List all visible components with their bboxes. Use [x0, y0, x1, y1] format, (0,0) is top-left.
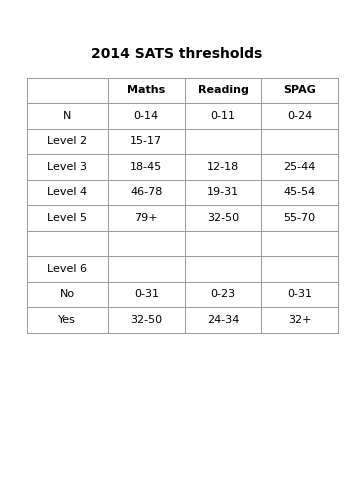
Text: Level 4: Level 4	[47, 188, 87, 198]
Text: SPAG: SPAG	[283, 86, 316, 96]
Text: 32-50: 32-50	[130, 315, 162, 325]
Text: 0-31: 0-31	[134, 289, 159, 299]
Text: 79+: 79+	[135, 213, 158, 223]
Text: 12-18: 12-18	[207, 162, 239, 172]
Text: Level 2: Level 2	[47, 136, 87, 146]
Text: 15-17: 15-17	[130, 136, 162, 146]
Text: 25-44: 25-44	[284, 162, 316, 172]
Text: No: No	[60, 289, 75, 299]
Text: 32+: 32+	[288, 315, 312, 325]
Text: 45-54: 45-54	[284, 188, 316, 198]
Text: Level 3: Level 3	[47, 162, 87, 172]
Text: 32-50: 32-50	[207, 213, 239, 223]
Text: 55-70: 55-70	[284, 213, 316, 223]
Text: 0-31: 0-31	[287, 289, 312, 299]
Text: Level 5: Level 5	[47, 213, 87, 223]
Text: 18-45: 18-45	[130, 162, 162, 172]
Text: 0-14: 0-14	[134, 111, 159, 120]
Text: Reading: Reading	[198, 86, 249, 96]
Text: 2014 SATS thresholds: 2014 SATS thresholds	[91, 48, 263, 62]
Text: 19-31: 19-31	[207, 188, 239, 198]
Text: Maths: Maths	[127, 86, 165, 96]
Text: Yes: Yes	[58, 315, 76, 325]
Text: N: N	[63, 111, 72, 120]
Text: 0-23: 0-23	[210, 289, 235, 299]
Text: 46-78: 46-78	[130, 188, 162, 198]
Text: 0-11: 0-11	[211, 111, 235, 120]
Text: 0-24: 0-24	[287, 111, 312, 120]
Text: 24-34: 24-34	[207, 315, 239, 325]
Text: Level 6: Level 6	[47, 264, 87, 274]
